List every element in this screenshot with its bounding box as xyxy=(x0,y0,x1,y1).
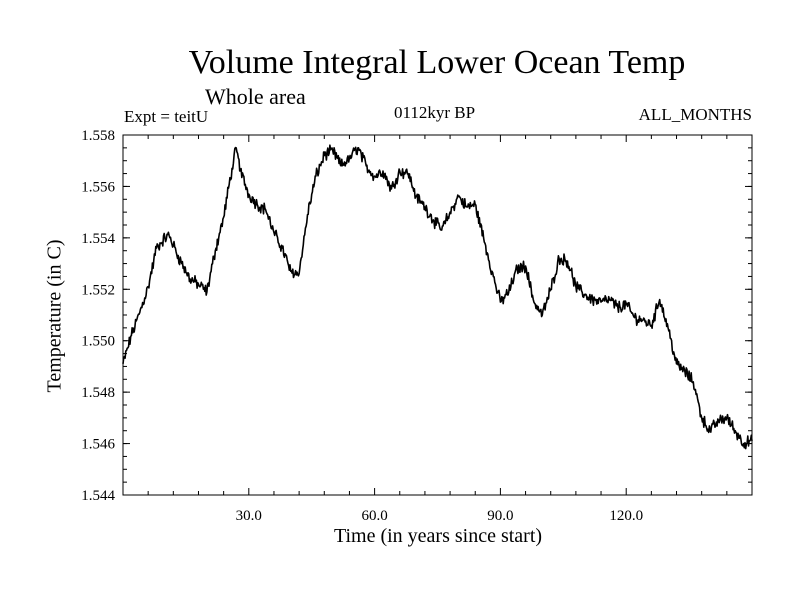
x-axis-label: Time (in years since start) xyxy=(333,525,543,547)
y-tick-label: 1.548 xyxy=(81,385,115,401)
chart-title: Volume Integral Lower Ocean Temp xyxy=(188,44,686,81)
y-tick-label: 1.556 xyxy=(81,179,115,195)
x-axis-ticks: 30.0 60.0 90.0 120.0 xyxy=(147,135,728,524)
x-tick-label: 120.0 xyxy=(609,508,643,524)
y-tick-label: 1.546 xyxy=(81,437,115,453)
chart-subtitle: Whole area xyxy=(205,84,306,109)
x-tick-label: 90.0 xyxy=(487,508,513,524)
y-tick-label: 1.550 xyxy=(81,334,115,350)
y-tick-label: 1.544 xyxy=(81,488,115,504)
series-line xyxy=(122,144,753,450)
x-tick-label: 60.0 xyxy=(361,508,387,524)
months-label: ALL_MONTHS xyxy=(638,105,752,124)
plot-frame xyxy=(122,134,753,496)
x-tick-label: 30.0 xyxy=(236,508,262,524)
series-layer xyxy=(122,144,753,450)
y-axis-ticks: 1.544 1.546 1.548 1.550 1.552 1.554 1.556 1.558 xyxy=(81,128,752,504)
period-label: 0112kyr BP xyxy=(394,103,476,122)
experiment-label: Expt = teitU xyxy=(124,107,209,126)
y-tick-label: 1.554 xyxy=(81,231,115,247)
y-tick-label: 1.552 xyxy=(81,282,115,298)
y-tick-label: 1.558 xyxy=(81,128,115,144)
